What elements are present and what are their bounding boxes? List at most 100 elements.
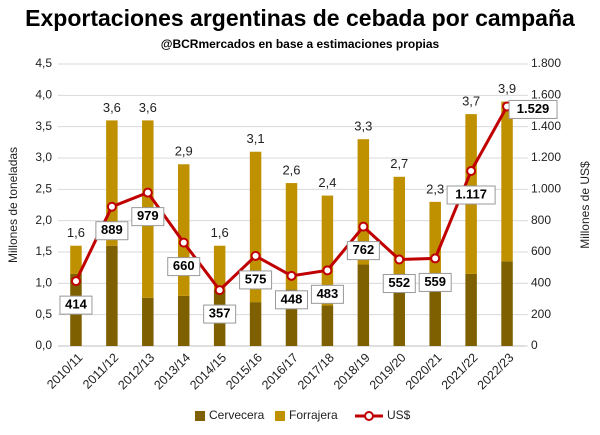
x-tick-label: 2013/14 — [151, 351, 193, 393]
y-tick-label: 2,0 — [35, 213, 52, 227]
value-label: 559 — [424, 274, 446, 289]
bar — [429, 289, 441, 346]
value-label-box — [310, 284, 344, 304]
y2-tick-label: 1.000 — [531, 182, 561, 196]
value-label: 660 — [173, 258, 195, 273]
x-tick-label: 2018/19 — [331, 351, 373, 393]
line-marker — [286, 270, 297, 281]
y2-tick-label: 200 — [531, 307, 551, 321]
x-tick-label: 2015/16 — [223, 351, 265, 393]
legend-label: Cervecera — [209, 408, 265, 422]
line-marker — [178, 237, 189, 248]
y-tick-label: 0,0 — [35, 338, 52, 352]
x-tick-label: 2016/17 — [259, 351, 301, 393]
bar — [501, 101, 513, 262]
y-tick-label: 4,5 — [35, 56, 52, 70]
total-label: 2,6 — [282, 163, 300, 178]
y-tick-label: 1,0 — [35, 276, 52, 290]
value-label: 979 — [137, 208, 159, 223]
value-label-box — [346, 241, 380, 261]
value-label: 357 — [209, 306, 231, 321]
line-marker — [70, 276, 81, 287]
bar — [177, 164, 190, 296]
value-label-box — [418, 272, 452, 292]
y-tick-label: 1,5 — [35, 244, 52, 258]
chart-title: Exportaciones argentinas de cebada por c… — [25, 5, 575, 31]
x-tick-label: 2011/12 — [80, 351, 121, 392]
total-label: 2,4 — [318, 175, 336, 190]
x-tick-label: 2010/11 — [44, 351, 85, 392]
bar — [106, 120, 118, 246]
legend-label: US$ — [387, 408, 411, 422]
value-label-box — [203, 304, 237, 324]
bar — [321, 195, 334, 306]
bar — [357, 139, 370, 265]
value-label: 414 — [65, 297, 87, 312]
bar — [465, 273, 477, 346]
y-tick-label: 3,0 — [35, 150, 52, 164]
total-label: 1,6 — [67, 225, 85, 240]
x-tick-label: 2014/15 — [187, 351, 229, 393]
bar — [285, 289, 298, 346]
bar — [249, 151, 262, 303]
y2-axis-title: Millones de US$ — [578, 161, 592, 249]
value-label: 889 — [101, 222, 123, 237]
value-label: 762 — [352, 242, 374, 257]
value-label-box — [95, 221, 129, 241]
total-label: 3,3 — [354, 119, 372, 134]
y-tick-label: 3,5 — [35, 119, 52, 133]
bar — [357, 264, 370, 346]
x-tick-label: 2017/18 — [295, 351, 337, 393]
bar — [106, 245, 118, 346]
value-label-box — [59, 295, 93, 315]
total-label: 3,1 — [247, 131, 265, 146]
y-tick-label: 0,5 — [35, 307, 52, 321]
line-marker — [430, 253, 441, 264]
y2-tick-label: 1.200 — [531, 150, 561, 164]
y2-tick-label: 1.400 — [531, 119, 561, 133]
total-label: 2,9 — [175, 144, 193, 159]
y2-tick-label: 400 — [531, 276, 551, 290]
y2-tick-label: 0 — [531, 338, 538, 352]
bar — [393, 289, 406, 346]
x-tick-label: 2021/22 — [439, 351, 481, 393]
y2-tick-label: 800 — [531, 213, 551, 227]
y-axis-title: Millones de toneladas — [6, 147, 20, 263]
value-label-box — [275, 290, 308, 310]
value-label-box — [382, 274, 416, 294]
bar — [429, 201, 441, 290]
line-marker — [214, 285, 225, 296]
y-tick-label: 2,5 — [35, 182, 52, 196]
bar — [285, 183, 298, 290]
bar — [142, 297, 154, 346]
chart-subtitle: @BCRmercados en base a estimaciones prop… — [161, 37, 440, 51]
line-marker — [466, 166, 477, 177]
bar — [249, 302, 262, 346]
y2-tick-label: 1.800 — [531, 56, 561, 70]
bar — [321, 305, 334, 346]
value-label-box — [131, 207, 165, 227]
value-label: 1.117 — [455, 186, 487, 201]
total-label: 2,7 — [390, 156, 408, 171]
line-marker — [358, 221, 369, 232]
line-marker — [250, 250, 261, 261]
bar — [177, 295, 190, 346]
x-tick-label: 2020/21 — [403, 351, 445, 393]
y2-tick-label: 600 — [531, 244, 551, 258]
total-label: 3,6 — [139, 100, 157, 115]
total-label: 2,3 — [426, 181, 444, 196]
value-label: 1.529 — [517, 101, 550, 116]
value-label: 448 — [281, 291, 303, 306]
value-label: 575 — [245, 271, 267, 286]
bar — [501, 261, 513, 346]
value-label: 483 — [317, 286, 339, 301]
line-marker — [322, 265, 333, 276]
y2-tick-label: 1.600 — [531, 88, 561, 102]
line-marker — [106, 201, 117, 212]
total-label: 3,7 — [462, 94, 480, 109]
total-label: 3,9 — [498, 81, 516, 96]
legend-swatch — [195, 411, 205, 421]
legend-label: Forrajera — [289, 408, 338, 422]
